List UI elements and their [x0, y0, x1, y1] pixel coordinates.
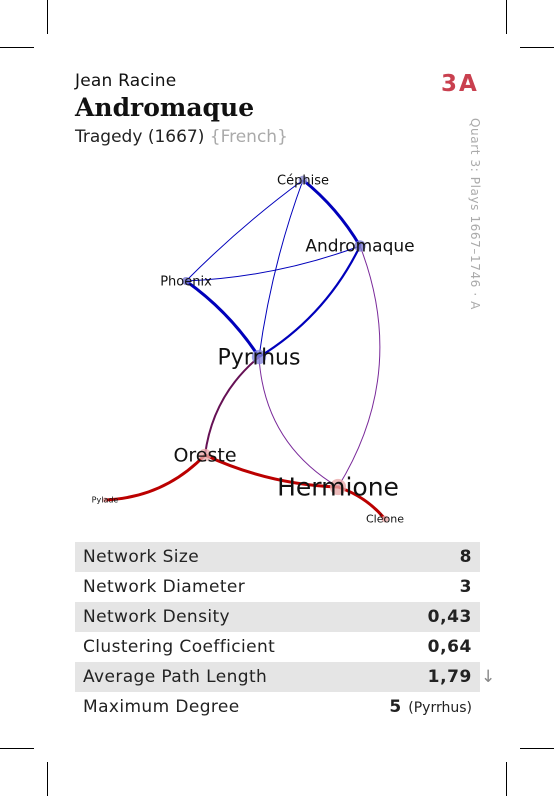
node-label-phoenix: Phoenix	[160, 274, 212, 289]
stat-value: 0,64	[427, 637, 472, 657]
crop-mark-bottom-right-v	[506, 762, 507, 796]
node-label-cephise: Céphise	[277, 173, 329, 188]
crop-mark-top-left-v	[47, 0, 48, 34]
stat-note: (Pyrrhus)	[408, 700, 472, 716]
node-label-cleone: Cléone	[366, 513, 404, 526]
node-label-pyrrhus: Pyrrhus	[218, 345, 301, 370]
node-oreste	[198, 448, 212, 462]
year: (1667)	[147, 127, 205, 147]
stat-row-clustering-coefficient: Clustering Coefficient 0,64	[75, 632, 480, 662]
node-label-hermione: Hermione	[277, 472, 399, 501]
edge-andromaque-pyrrhus	[258, 245, 361, 358]
node-label-oreste: Oreste	[173, 444, 236, 466]
stat-row-average-path-length: Average Path Length 1,79	[75, 662, 480, 692]
crop-mark-bottom-left-v	[47, 762, 48, 796]
node-label-andromaque: Andromaque	[305, 237, 414, 257]
crop-mark-top-right-h	[520, 47, 554, 48]
crop-mark-bottom-right-h	[520, 748, 554, 749]
edge-cephise-phoenix	[185, 179, 304, 282]
node-hermione	[329, 478, 347, 496]
stats-table: Network Size 8 Network Diameter 3 Networ…	[75, 542, 480, 722]
edge-andromaque-hermione	[337, 245, 381, 488]
edge-oreste-hermione	[204, 453, 339, 489]
node-cephise	[298, 175, 308, 185]
node-phoenix	[181, 276, 191, 286]
stat-row-network-diameter: Network Diameter 3	[75, 572, 480, 602]
node-andromaque	[354, 240, 366, 252]
stat-label: Clustering Coefficient	[83, 637, 276, 657]
stat-label: Network Size	[83, 547, 200, 567]
stat-value: 5 (Pyrrhus)	[389, 697, 472, 717]
edge-cephise-pyrrhus	[258, 179, 304, 358]
crop-mark-top-right-v	[506, 0, 507, 34]
network-labels: Céphise Andromaque Phoenix Pyrrhus Oreste Her…	[92, 173, 415, 525]
stat-value: 8	[459, 547, 472, 567]
stat-label: Network Density	[83, 607, 231, 627]
genre: Tragedy	[75, 127, 143, 147]
author: Jean Racine	[75, 71, 177, 91]
stat-label: Maximum Degree	[83, 697, 240, 717]
stat-label: Average Path Length	[83, 667, 268, 687]
play-title: Andromaque	[75, 93, 255, 122]
node-label-pylade: Pylade	[92, 496, 119, 505]
stat-row-network-size: Network Size 8	[75, 542, 480, 572]
stat-value: 0,43	[427, 607, 472, 627]
card-code: 3A	[441, 71, 479, 97]
subtitle: Tragedy (1667) {French}	[75, 127, 288, 147]
language: {French}	[209, 127, 288, 147]
stat-label: Network Diameter	[83, 577, 246, 597]
node-pylade	[102, 497, 108, 503]
crop-mark-top-left-h	[0, 47, 34, 48]
stat-value: 1,79	[427, 667, 472, 687]
edge-pyrrhus-hermione	[258, 356, 339, 488]
edge-phoenix-pyrrhus	[185, 279, 261, 358]
network-nodes	[102, 175, 389, 523]
stat-value: 3	[459, 577, 472, 597]
crop-mark-bottom-left-h	[0, 748, 34, 749]
network-graph: Céphise Andromaque Phoenix Pyrrhus Oreste Her…	[92, 173, 415, 525]
node-pyrrhus	[251, 349, 267, 365]
edge-oreste-pylade	[104, 453, 207, 502]
edge-pyrrhus-oreste	[204, 356, 260, 456]
arrow-down-icon: ↓	[481, 667, 496, 687]
network-edges	[104, 178, 387, 520]
node-cleone	[381, 515, 389, 523]
edge-cephise-andromaque	[302, 178, 362, 247]
stat-row-maximum-degree: Maximum Degree 5 (Pyrrhus)	[75, 692, 480, 722]
stat-row-network-density: Network Density 0,43	[75, 602, 480, 632]
edge-andromaque-phoenix	[185, 245, 361, 282]
